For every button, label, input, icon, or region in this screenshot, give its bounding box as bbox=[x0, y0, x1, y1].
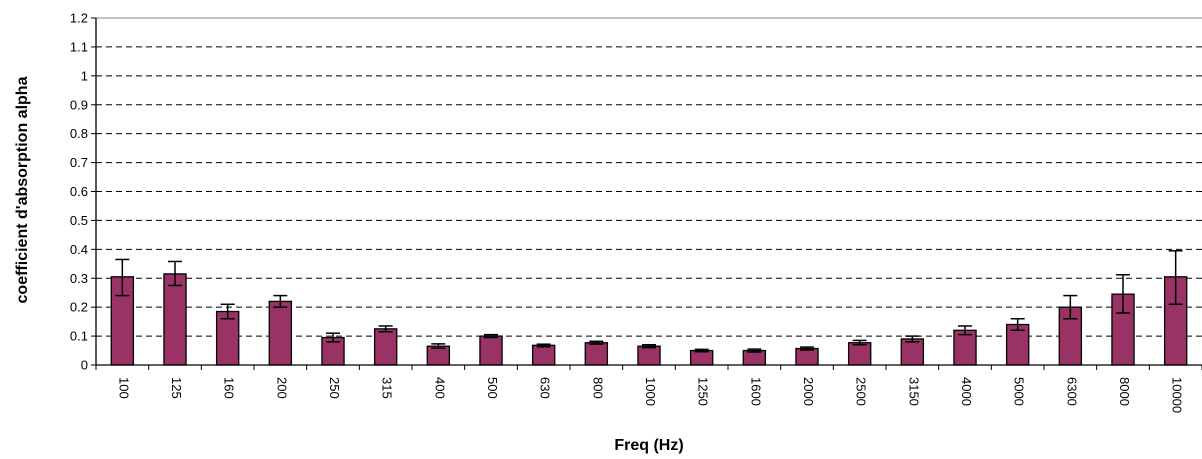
x-axis-title: Freq (Hz) bbox=[614, 437, 683, 454]
x-tick-label: 200 bbox=[274, 377, 289, 399]
y-tick-label: 0.6 bbox=[70, 184, 88, 199]
bar bbox=[268, 300, 293, 366]
x-tick-label: 6300 bbox=[1064, 377, 1079, 406]
y-tick-label: 0.8 bbox=[70, 126, 88, 141]
bar bbox=[215, 310, 240, 366]
y-tick-label: 0.3 bbox=[70, 271, 88, 286]
y-tick-label: 1.2 bbox=[70, 11, 88, 26]
bar bbox=[373, 328, 398, 366]
x-tick-label: 2500 bbox=[854, 377, 869, 406]
x-tick-label: 250 bbox=[327, 377, 342, 399]
x-tick-label: 315 bbox=[380, 377, 395, 399]
x-tick-label: 1000 bbox=[643, 377, 658, 406]
x-tick-labels: 100 125 160 200 250 315 400 500 630 800 1000 1250 16… bbox=[116, 377, 1184, 413]
bars bbox=[110, 273, 1188, 366]
x-tick-label: 5000 bbox=[1012, 377, 1027, 406]
bar bbox=[847, 342, 872, 366]
bar bbox=[689, 349, 714, 366]
bar bbox=[584, 342, 609, 366]
y-axis-title: coefficient d'absorption alpha bbox=[14, 76, 31, 303]
x-tick-label: 4000 bbox=[959, 377, 974, 406]
bar bbox=[531, 344, 556, 366]
x-tick-label: 125 bbox=[169, 377, 184, 399]
y-tick-label: 0.1 bbox=[70, 329, 88, 344]
grid-lines bbox=[96, 46, 1202, 337]
bar bbox=[163, 273, 187, 366]
bar bbox=[637, 345, 661, 366]
x-tick-label: 10000 bbox=[1170, 377, 1185, 413]
x-tick-label: 1600 bbox=[748, 377, 763, 406]
x-tick-label: 160 bbox=[222, 377, 237, 399]
x-tick-label: 100 bbox=[116, 377, 131, 399]
bar bbox=[479, 335, 503, 366]
x-tick-label: 630 bbox=[538, 377, 553, 399]
x-tick-label: 1250 bbox=[696, 377, 711, 406]
y-tick-label: 0.9 bbox=[70, 97, 88, 112]
x-tick-label: 400 bbox=[432, 377, 447, 399]
axes bbox=[91, 17, 1202, 370]
y-tick-label: 0.2 bbox=[70, 300, 88, 315]
x-tick-label: 500 bbox=[485, 377, 500, 399]
error-bars bbox=[115, 250, 1183, 353]
y-tick-label: 0.4 bbox=[70, 242, 88, 257]
x-tick-label: 800 bbox=[590, 377, 605, 399]
y-tick-label: 0.7 bbox=[70, 155, 88, 170]
y-tick-label: 0.5 bbox=[70, 213, 88, 228]
bar bbox=[953, 329, 977, 366]
y-tick-label: 0 bbox=[81, 358, 88, 373]
x-tick-label: 3150 bbox=[906, 377, 921, 406]
bar bbox=[426, 345, 451, 366]
x-tick-label: 8000 bbox=[1117, 377, 1132, 406]
x-tick-label: 2000 bbox=[801, 377, 816, 406]
y-tick-label: 1.1 bbox=[70, 39, 88, 54]
y-tick-labels: 0 0.1 0.2 0.3 0.4 0.5 0.6 0.7 0.8 0.9 1 1.1 1.2 bbox=[70, 11, 88, 373]
y-tick-label: 1 bbox=[81, 68, 88, 83]
bar bbox=[900, 338, 925, 366]
bar bbox=[795, 347, 819, 366]
